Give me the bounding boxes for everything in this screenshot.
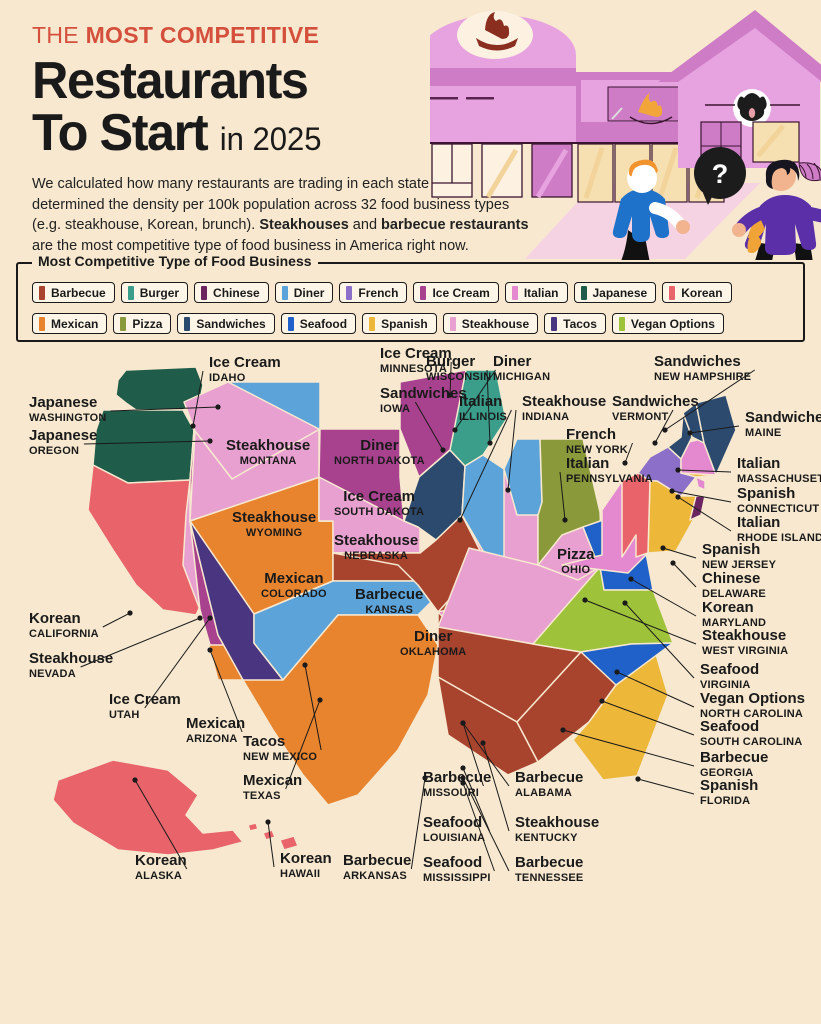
svg-text:?: ?	[712, 159, 729, 189]
